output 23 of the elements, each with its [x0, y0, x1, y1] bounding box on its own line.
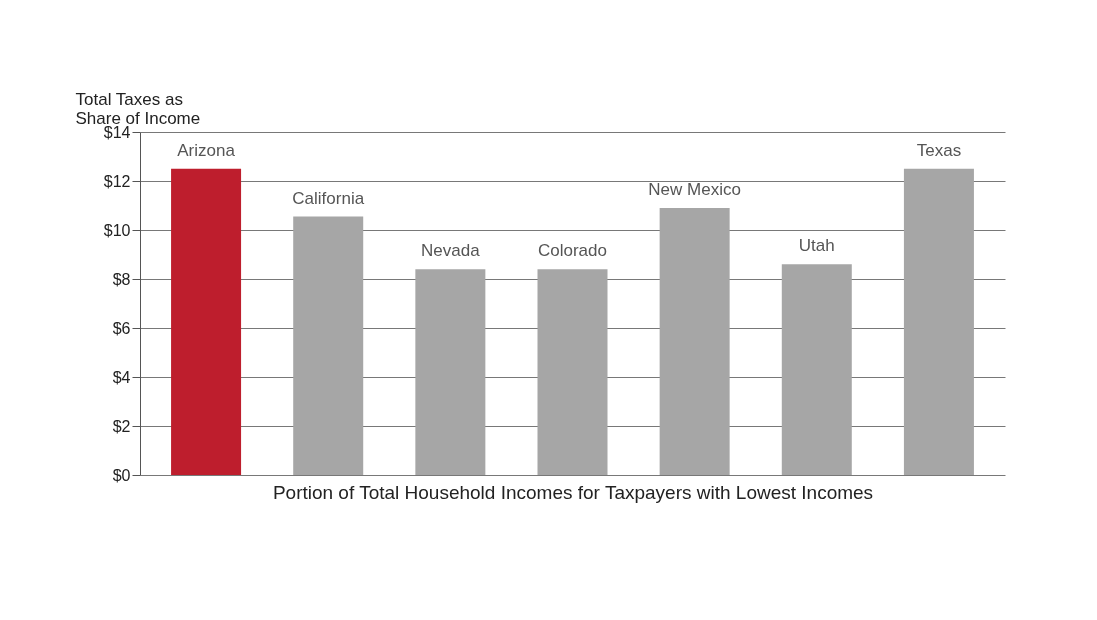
y-tick-label: $14: [103, 123, 131, 141]
bar: [415, 269, 486, 475]
bar: [659, 207, 730, 475]
x-tick-label: New Mexico: [648, 179, 741, 199]
x-tick-label: Arizona: [177, 140, 236, 160]
y-tick-label: $6: [112, 319, 131, 337]
x-tick-label: Nevada: [421, 241, 481, 261]
bar: [171, 168, 242, 475]
x-tick-label: California: [292, 188, 365, 208]
y-tick-label: $8: [112, 270, 131, 288]
y-tick-label: $4: [112, 368, 131, 386]
x-tick-label: Colorado: [538, 241, 607, 261]
y-tick-label: $12: [103, 172, 131, 190]
y-tick-label: $2: [112, 417, 131, 435]
x-axis-title: Portion of Total Household Incomes for Taxpayers with Lowest Incomes: [272, 481, 874, 503]
y-tick-label: $0: [112, 466, 131, 484]
x-tick-label: Texas: [916, 140, 962, 160]
bar: [537, 269, 608, 475]
bar: [903, 168, 974, 475]
bar: [781, 264, 852, 475]
x-tick-label: Utah: [798, 236, 835, 256]
y-tick-label: $10: [103, 221, 131, 239]
bar: [293, 216, 364, 475]
